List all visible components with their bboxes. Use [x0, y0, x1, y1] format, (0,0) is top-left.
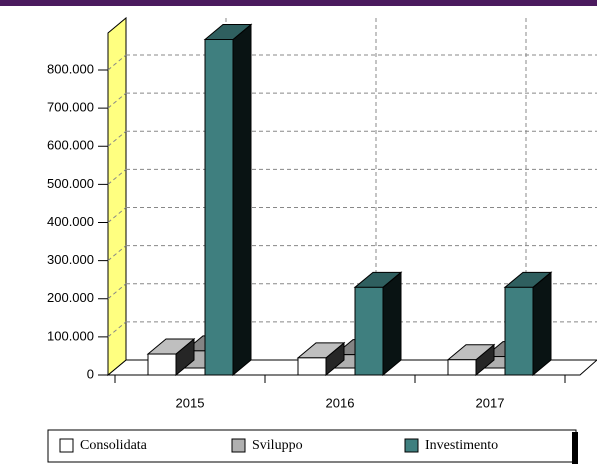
grid-line: [107, 207, 127, 223]
bar: [204, 39, 234, 376]
legend-swatch: [404, 438, 419, 453]
y-tick-label: 0: [87, 366, 94, 381]
y-tick-label: 300.000: [47, 252, 94, 267]
bar-side: [382, 271, 402, 377]
bar: [504, 286, 534, 376]
grid-line: [107, 130, 127, 147]
bar-side: [232, 23, 252, 377]
y-tick-label: 100.000: [47, 328, 94, 343]
y-tick-label: 600.000: [47, 138, 94, 153]
bar: [147, 353, 177, 376]
grid-line: [107, 92, 127, 109]
legend-label: Sviluppo: [252, 438, 303, 453]
legend-shadow: [572, 432, 578, 464]
y-tick-label: 700.000: [47, 100, 94, 115]
grid-line: [107, 245, 127, 262]
grid-line: [107, 168, 127, 185]
legend-swatch: [59, 438, 74, 453]
y-tick-label: 400.000: [47, 214, 94, 229]
legend-label: Consolidata: [80, 438, 148, 453]
legend-label: Investimento: [425, 438, 498, 453]
x-tick-label: 2016: [326, 395, 355, 410]
y-tick-label: 200.000: [47, 290, 94, 305]
legend-swatch: [231, 438, 246, 453]
legend-box: [47, 429, 577, 463]
bar: [354, 286, 384, 376]
left-wall: [107, 16, 127, 377]
bar: [297, 357, 327, 376]
header-bar: [0, 0, 597, 6]
y-tick-label: 800.000: [47, 61, 94, 76]
grid-line: [107, 283, 127, 300]
bar-side: [532, 271, 552, 377]
grid-line: [107, 321, 127, 338]
x-tick-label: 2015: [176, 395, 205, 410]
y-tick-label: 500.000: [47, 176, 94, 191]
x-tick-label: 2017: [476, 395, 505, 410]
grid-line: [107, 54, 127, 71]
bar: [447, 359, 477, 376]
